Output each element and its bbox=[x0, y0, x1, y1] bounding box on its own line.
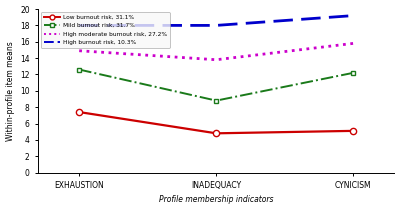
Y-axis label: Within-profile item means: Within-profile item means bbox=[6, 41, 14, 141]
X-axis label: Profile membership indicators: Profile membership indicators bbox=[159, 196, 274, 205]
Legend: Low burnout risk, 31.1%, Mild burnout risk, 31.7%, High moderate burnout risk, 2: Low burnout risk, 31.1%, Mild burnout ri… bbox=[41, 12, 170, 48]
